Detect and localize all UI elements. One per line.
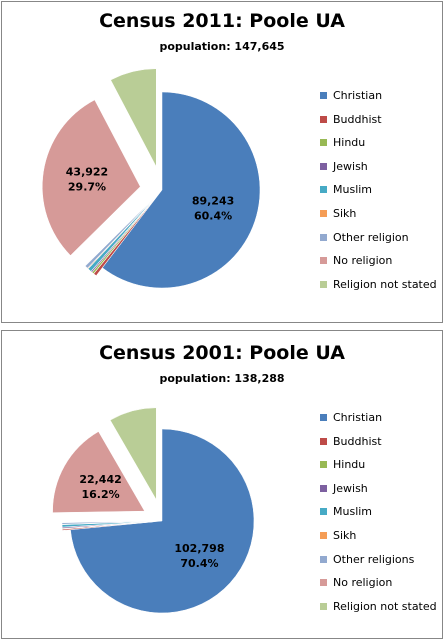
- legend-item-hindu: Hindu: [320, 136, 437, 160]
- legend-item-muslim: Muslim: [320, 183, 437, 207]
- legend-item-religion-not-stated: Religion not stated: [320, 600, 437, 624]
- legend-label: Other religions: [333, 552, 415, 566]
- pie-slice-other-religion: [84, 196, 156, 269]
- pie-slice-christian: [70, 428, 255, 614]
- legend-swatch: [320, 531, 327, 539]
- pie-slice-jewish: [90, 197, 156, 273]
- legend: Christian Buddhist Hindu Jewish Muslim Sikh Ot…: [320, 411, 437, 623]
- legend-swatch: [320, 257, 327, 265]
- legend-swatch: [320, 233, 327, 241]
- legend-label: No religion: [333, 576, 393, 590]
- legend-label: Other religion: [333, 230, 409, 244]
- legend-item-sikh: Sikh: [320, 207, 437, 231]
- data-label-christian: 102,798 70.4%: [174, 542, 224, 570]
- chart-title: Census 2001: Poole UA: [99, 342, 345, 364]
- pie-slice-no-religion: [52, 431, 146, 513]
- legend-swatch: [320, 92, 327, 99]
- legend-label: Buddhist: [333, 434, 382, 448]
- legend-swatch: [320, 280, 327, 288]
- chart-panel-2001: Census 2001: Poole UA population: 138,28…: [1, 330, 443, 639]
- data-label-no-religion: 43,922 29.7%: [66, 165, 108, 193]
- pie-slice-buddhist: [93, 197, 156, 277]
- legend-swatch: [320, 414, 327, 421]
- legend-swatch: [320, 461, 327, 469]
- legend-item-buddhist: Buddhist: [320, 113, 437, 137]
- legend-label: Religion not stated: [333, 599, 437, 613]
- legend-swatch: [320, 437, 327, 445]
- legend-swatch: [320, 139, 327, 147]
- legend-swatch: [320, 555, 327, 563]
- legend-label: Muslim: [333, 183, 373, 197]
- pie-slice-religion-not-stated: [109, 407, 157, 501]
- legend-label: Hindu: [333, 136, 366, 150]
- legend-label: Hindu: [333, 458, 366, 472]
- chart-subtitle: population: 147,645: [159, 40, 285, 53]
- pie-slice-christian: [102, 91, 261, 289]
- legend-item-no-religion: No religion: [320, 254, 437, 278]
- legend-item-religion-not-stated: Religion not stated: [320, 278, 437, 302]
- legend-label: Muslim: [333, 505, 373, 519]
- legend-label: No religion: [333, 254, 393, 268]
- pie-chart-2011: 89,243 60.4% 43,922 29.7%: [42, 68, 261, 289]
- legend-swatch: [320, 209, 327, 217]
- pie-slice-no-religion: [42, 99, 141, 256]
- pie-slice-religion-not-stated: [110, 68, 157, 167]
- pie-chart-2001: 102,798 70.4% 22,442 16.2%: [52, 407, 255, 614]
- legend-label: Jewish: [333, 481, 368, 495]
- legend-item-sikh: Sikh: [320, 529, 437, 553]
- chart-panel-2011: Census 2011: Poole UA population: 147,64…: [1, 1, 443, 323]
- chart-title: Census 2011: Poole UA: [99, 10, 345, 32]
- legend: Christian Buddhist Hindu Jewish Muslim Sikh Ot…: [320, 89, 437, 301]
- legend-label: Sikh: [333, 528, 357, 542]
- legend-label: Religion not stated: [333, 277, 437, 291]
- legend-item-no-religion: No religion: [320, 576, 437, 600]
- legend-item-muslim: Muslim: [320, 505, 437, 529]
- legend-item-hindu: Hindu: [320, 458, 437, 482]
- legend-item-other-religion: Other religion: [320, 231, 437, 255]
- legend-item-jewish: Jewish: [320, 160, 437, 184]
- legend-swatch: [320, 186, 327, 194]
- legend-label: Buddhist: [333, 112, 382, 126]
- chart-subtitle: population: 138,288: [159, 372, 285, 385]
- legend-item-buddhist: Buddhist: [320, 435, 437, 459]
- legend-swatch: [320, 602, 327, 610]
- legend-swatch: [320, 162, 327, 170]
- legend-item-jewish: Jewish: [320, 482, 437, 506]
- legend-swatch: [320, 579, 327, 587]
- legend-swatch: [320, 115, 327, 123]
- legend-label: Christian: [333, 411, 383, 424]
- data-label-no-religion: 22,442 16.2%: [79, 473, 121, 501]
- legend-item-other-religions: Other religions: [320, 553, 437, 577]
- data-label-christian: 89,243 60.4%: [192, 194, 234, 222]
- legend-label: Jewish: [333, 159, 368, 173]
- legend-item-christian: Christian: [320, 411, 437, 435]
- pie-slice-other-religions: [61, 520, 155, 525]
- legend-item-christian: Christian: [320, 89, 437, 113]
- legend-swatch: [320, 508, 327, 516]
- legend-label: Christian: [333, 89, 383, 102]
- legend-label: Sikh: [333, 206, 357, 220]
- legend-swatch: [320, 484, 327, 492]
